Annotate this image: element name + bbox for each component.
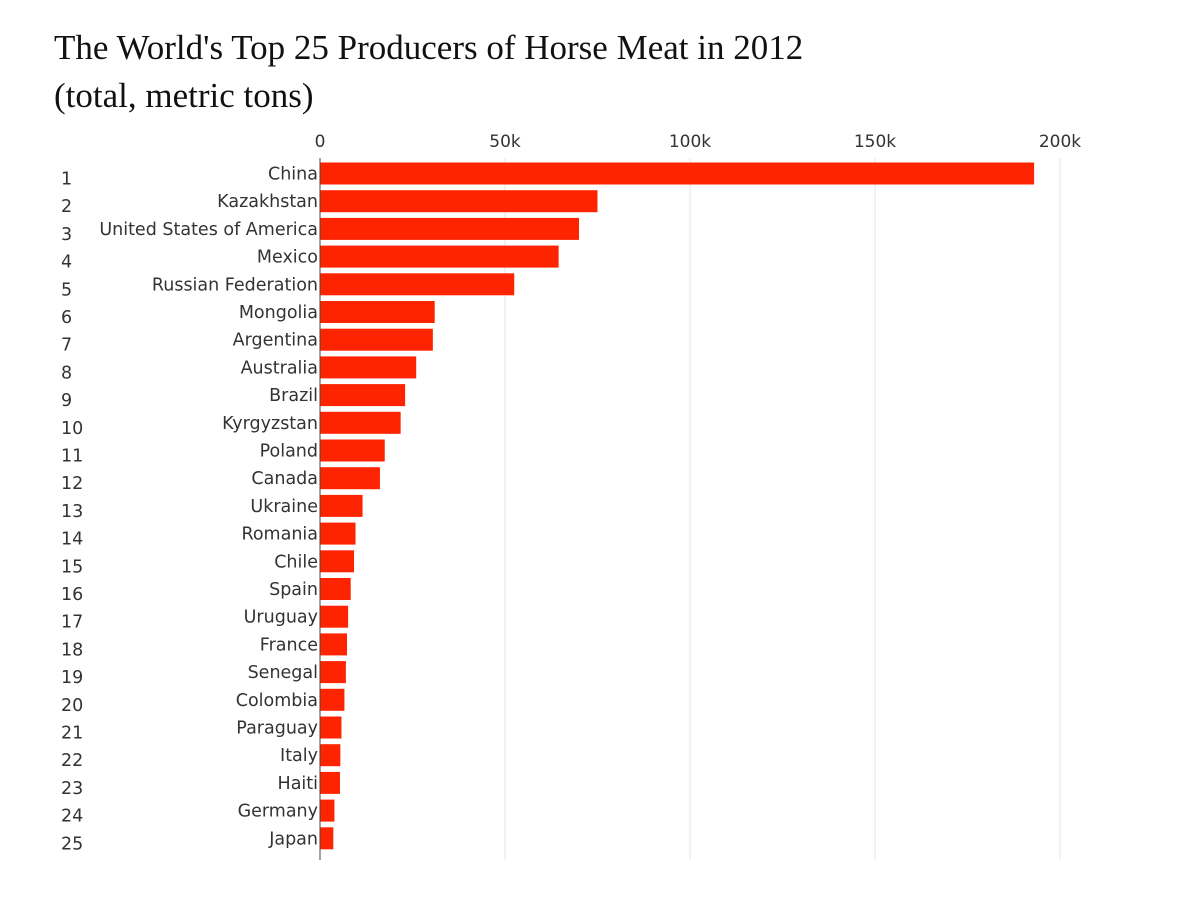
category-label: Senegal bbox=[248, 663, 318, 683]
category-label: Germany bbox=[238, 802, 318, 822]
bar bbox=[320, 771, 340, 794]
bar bbox=[320, 550, 355, 573]
bar bbox=[320, 411, 401, 434]
rank-label: 8 bbox=[61, 363, 72, 383]
category-label: United States of America bbox=[99, 220, 318, 240]
bar bbox=[320, 633, 348, 656]
rank-label: 19 bbox=[61, 668, 83, 688]
bar bbox=[320, 522, 356, 545]
rank-label: 16 bbox=[61, 585, 83, 605]
rank-label: 6 bbox=[61, 308, 72, 328]
x-tick-label: 200k bbox=[1039, 132, 1081, 152]
rank-label: 10 bbox=[61, 419, 83, 439]
category-label: Poland bbox=[260, 442, 318, 462]
category-label: Kyrgyzstan bbox=[222, 414, 318, 434]
rank-label: 22 bbox=[61, 751, 83, 771]
chart-title: The World's Top 25 Producers of Horse Me… bbox=[54, 28, 804, 67]
bar bbox=[320, 439, 385, 462]
rank-label: 1 bbox=[61, 170, 72, 190]
x-tick-label: 150k bbox=[854, 132, 896, 152]
bar bbox=[320, 467, 380, 490]
rank-label: 18 bbox=[61, 640, 83, 660]
category-label: Japan bbox=[268, 829, 318, 849]
category-label: Ukraine bbox=[250, 497, 318, 517]
category-label: Colombia bbox=[236, 691, 318, 711]
category-label: Mexico bbox=[257, 248, 318, 268]
bar bbox=[320, 799, 335, 822]
bar bbox=[320, 273, 515, 296]
bar bbox=[320, 384, 406, 407]
category-label: Canada bbox=[251, 469, 318, 489]
rank-label: 9 bbox=[61, 391, 72, 411]
category-label: Haiti bbox=[278, 774, 318, 794]
bar bbox=[320, 716, 342, 739]
rank-label: 12 bbox=[61, 474, 83, 494]
rank-label: 14 bbox=[61, 530, 83, 550]
category-label: Paraguay bbox=[236, 719, 318, 739]
bar bbox=[320, 661, 346, 684]
category-label: Spain bbox=[269, 580, 318, 600]
bar bbox=[320, 190, 598, 213]
bar bbox=[320, 494, 363, 517]
chart-subtitle: (total, metric tons) bbox=[54, 76, 314, 115]
x-tick-label: 100k bbox=[669, 132, 711, 152]
bar bbox=[320, 328, 433, 351]
rank-label: 24 bbox=[61, 807, 83, 827]
bar bbox=[320, 688, 345, 711]
rank-label: 21 bbox=[61, 724, 83, 744]
category-label: Brazil bbox=[269, 386, 318, 406]
rank-label: 4 bbox=[61, 253, 72, 273]
x-tick-label: 50k bbox=[489, 132, 521, 152]
category-label: Romania bbox=[241, 525, 318, 545]
chart-title-block: The World's Top 25 Producers of Horse Me… bbox=[54, 24, 1154, 120]
bar bbox=[320, 245, 559, 268]
category-label: Kazakhstan bbox=[217, 192, 318, 212]
bar bbox=[320, 217, 579, 240]
rank-label: 5 bbox=[61, 280, 72, 300]
rank-label: 17 bbox=[61, 613, 83, 633]
bar bbox=[320, 827, 334, 850]
category-label: Mongolia bbox=[239, 303, 318, 323]
rank-label: 15 bbox=[61, 557, 83, 577]
bar bbox=[320, 356, 417, 379]
category-label: Italy bbox=[280, 746, 318, 766]
category-label: Chile bbox=[274, 552, 318, 572]
rank-label: 23 bbox=[61, 779, 83, 799]
bar bbox=[320, 605, 349, 628]
category-label: Australia bbox=[241, 358, 318, 378]
category-label: Argentina bbox=[233, 331, 318, 351]
rank-label: 3 bbox=[61, 225, 72, 245]
category-label: Uruguay bbox=[244, 608, 318, 628]
bar bbox=[320, 162, 1035, 185]
x-tick-label: 0 bbox=[315, 132, 326, 152]
category-label: China bbox=[268, 165, 318, 185]
category-label: France bbox=[260, 635, 318, 655]
category-label: Russian Federation bbox=[152, 275, 318, 295]
bar bbox=[320, 578, 351, 600]
rank-label: 7 bbox=[61, 336, 72, 356]
bar bbox=[320, 301, 435, 323]
rank-label: 20 bbox=[61, 696, 83, 716]
rank-label: 2 bbox=[61, 197, 72, 217]
rank-label: 13 bbox=[61, 502, 83, 522]
rank-label: 11 bbox=[61, 447, 83, 467]
bar bbox=[320, 744, 341, 767]
rank-label: 25 bbox=[61, 834, 83, 854]
